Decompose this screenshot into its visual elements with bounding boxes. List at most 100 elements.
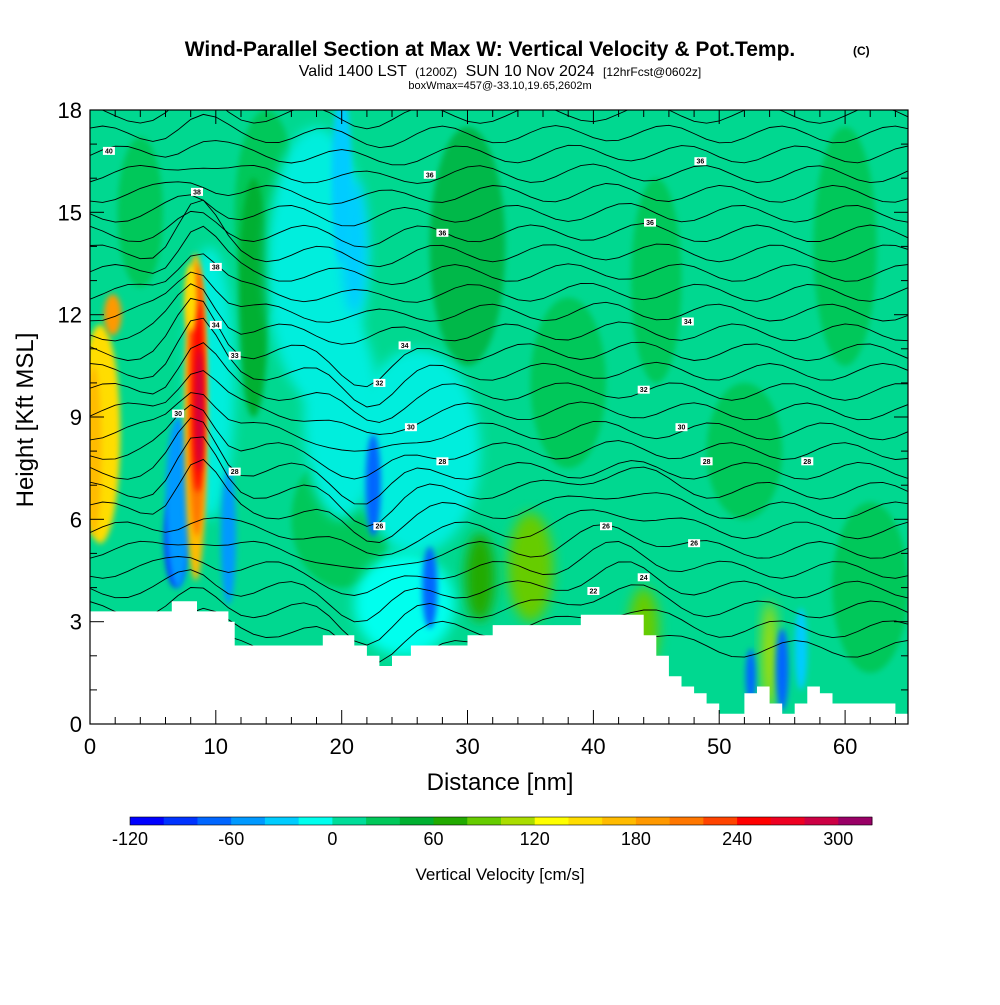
theta-contour-label: 36 <box>697 159 705 166</box>
velocity-cell <box>794 608 808 690</box>
theta-contour-line <box>90 225 908 286</box>
colorbar-label: -120 <box>112 829 148 849</box>
theta-label-box <box>228 467 241 476</box>
theta-contour-label: 26 <box>602 524 610 531</box>
colorbar-swatch <box>838 817 873 825</box>
theta-contour-label: 34 <box>401 343 409 350</box>
theta-contour-line <box>90 194 908 227</box>
velocity-cell <box>422 546 438 629</box>
colorbar-label: 180 <box>621 829 651 849</box>
theta-contour-label: 24 <box>640 575 648 582</box>
theta-contour-line <box>90 181 908 205</box>
x-axis-label: Distance [nm] <box>427 769 574 796</box>
colorbar-swatch <box>197 817 232 825</box>
colorbar-swatch <box>264 817 300 825</box>
velocity-cell <box>507 512 554 622</box>
x-tick-label: 20 <box>329 734 353 759</box>
y-tick-label: 6 <box>70 507 82 532</box>
theta-label-box <box>600 522 612 531</box>
theta-contour-line <box>90 113 908 149</box>
theta-contour-line <box>90 297 908 388</box>
velocity-cell <box>465 533 496 622</box>
theta-contour-label: 28 <box>703 459 711 466</box>
theta-contour-label: 28 <box>231 469 239 476</box>
theta-label-box <box>637 385 650 394</box>
theta-label-box <box>436 228 449 237</box>
theta-contour-label: 38 <box>212 264 220 271</box>
colorbar-swatch <box>534 817 569 825</box>
colorbar-swatch <box>669 817 704 825</box>
y-tick-label: 12 <box>58 303 82 328</box>
velocity-cell <box>762 601 778 711</box>
theta-contour-label: 32 <box>640 387 648 394</box>
velocity-cell <box>220 468 236 605</box>
y-tick-label: 18 <box>58 98 82 123</box>
colorbar-label: 0 <box>327 829 337 849</box>
terrain-mask <box>90 601 908 724</box>
colorbar-label: 60 <box>423 829 443 849</box>
colorbar-label: -60 <box>218 829 244 849</box>
colorbar-swatch <box>501 817 536 825</box>
colorbar-label: 300 <box>823 829 853 849</box>
colorbar-swatch <box>433 817 468 825</box>
theta-contour-line <box>90 342 908 423</box>
theta-contour-line <box>90 584 908 646</box>
theta-contour-line <box>90 271 908 323</box>
title-badge: (C) <box>853 44 870 58</box>
theta-contour-line <box>90 199 908 268</box>
velocity-cell <box>745 648 756 704</box>
theta-contour-label: 22 <box>590 589 598 596</box>
colorbar-swatch <box>568 817 603 825</box>
velocity-cell <box>365 434 381 537</box>
colorbar-swatch <box>163 817 198 825</box>
velocity-cell <box>429 126 506 366</box>
theta-contour-label: 34 <box>212 322 220 329</box>
theta-label-box <box>801 457 814 466</box>
theta-contour-line <box>90 317 908 408</box>
colorbar-swatch <box>399 817 435 825</box>
theta-label-box <box>191 187 203 196</box>
colorbar-swatch <box>231 817 266 825</box>
theta-label-box <box>398 341 411 350</box>
velocity-cell <box>103 294 122 336</box>
colorbar-swatch <box>130 817 165 825</box>
theta-label-box <box>700 457 713 466</box>
theta-label-box <box>436 457 449 466</box>
theta-label-box <box>681 317 694 326</box>
velocity-cell <box>184 263 197 332</box>
theta-contour-label: 38 <box>193 189 201 196</box>
colorbar-swatch <box>298 817 333 825</box>
chart-subtitle-2: boxWmax=457@-33.10,19.65,2602m <box>408 80 591 92</box>
theta-label-box <box>209 320 222 329</box>
theta-contour-line <box>90 509 908 557</box>
theta-contour-line <box>90 163 908 184</box>
x-tick-label: 40 <box>581 734 605 759</box>
theta-contour-label: 36 <box>646 220 654 227</box>
theta-label-box <box>637 573 650 582</box>
y-tick-label: 15 <box>58 200 82 225</box>
theta-label-box <box>644 218 656 227</box>
theta-contour-line <box>90 253 908 303</box>
theta-contour-line <box>90 436 908 527</box>
theta-contour-label: 26 <box>690 541 698 548</box>
theta-contour-line <box>90 210 908 248</box>
theta-contour-line <box>90 370 908 435</box>
colorbar-border <box>129 816 873 826</box>
velocity-cell <box>117 137 163 288</box>
colorbar-swatch <box>332 817 367 825</box>
theta-label-box <box>423 170 436 179</box>
chart-title: Wind-Parallel Section at Max W: Vertical… <box>185 38 796 61</box>
theta-contour-labels: 40 38 36 36 38 36 36 34 34 34 33 32 32 30 30 30 28 28 28 28… <box>102 146 814 596</box>
theta-contour-line <box>90 523 908 570</box>
theta-label-box <box>404 423 417 432</box>
theta-contour-line <box>90 140 908 166</box>
colorbar-swatch <box>703 817 738 825</box>
colorbar-swatch <box>467 817 502 825</box>
theta-contour-label: 30 <box>174 411 182 418</box>
theta-contour-line <box>90 283 908 345</box>
colorbar-title: Vertical Velocity [cm/s] <box>415 865 584 884</box>
velocity-cell <box>813 126 877 366</box>
theta-contour-label: 40 <box>105 148 113 155</box>
velocity-cell <box>631 178 682 383</box>
